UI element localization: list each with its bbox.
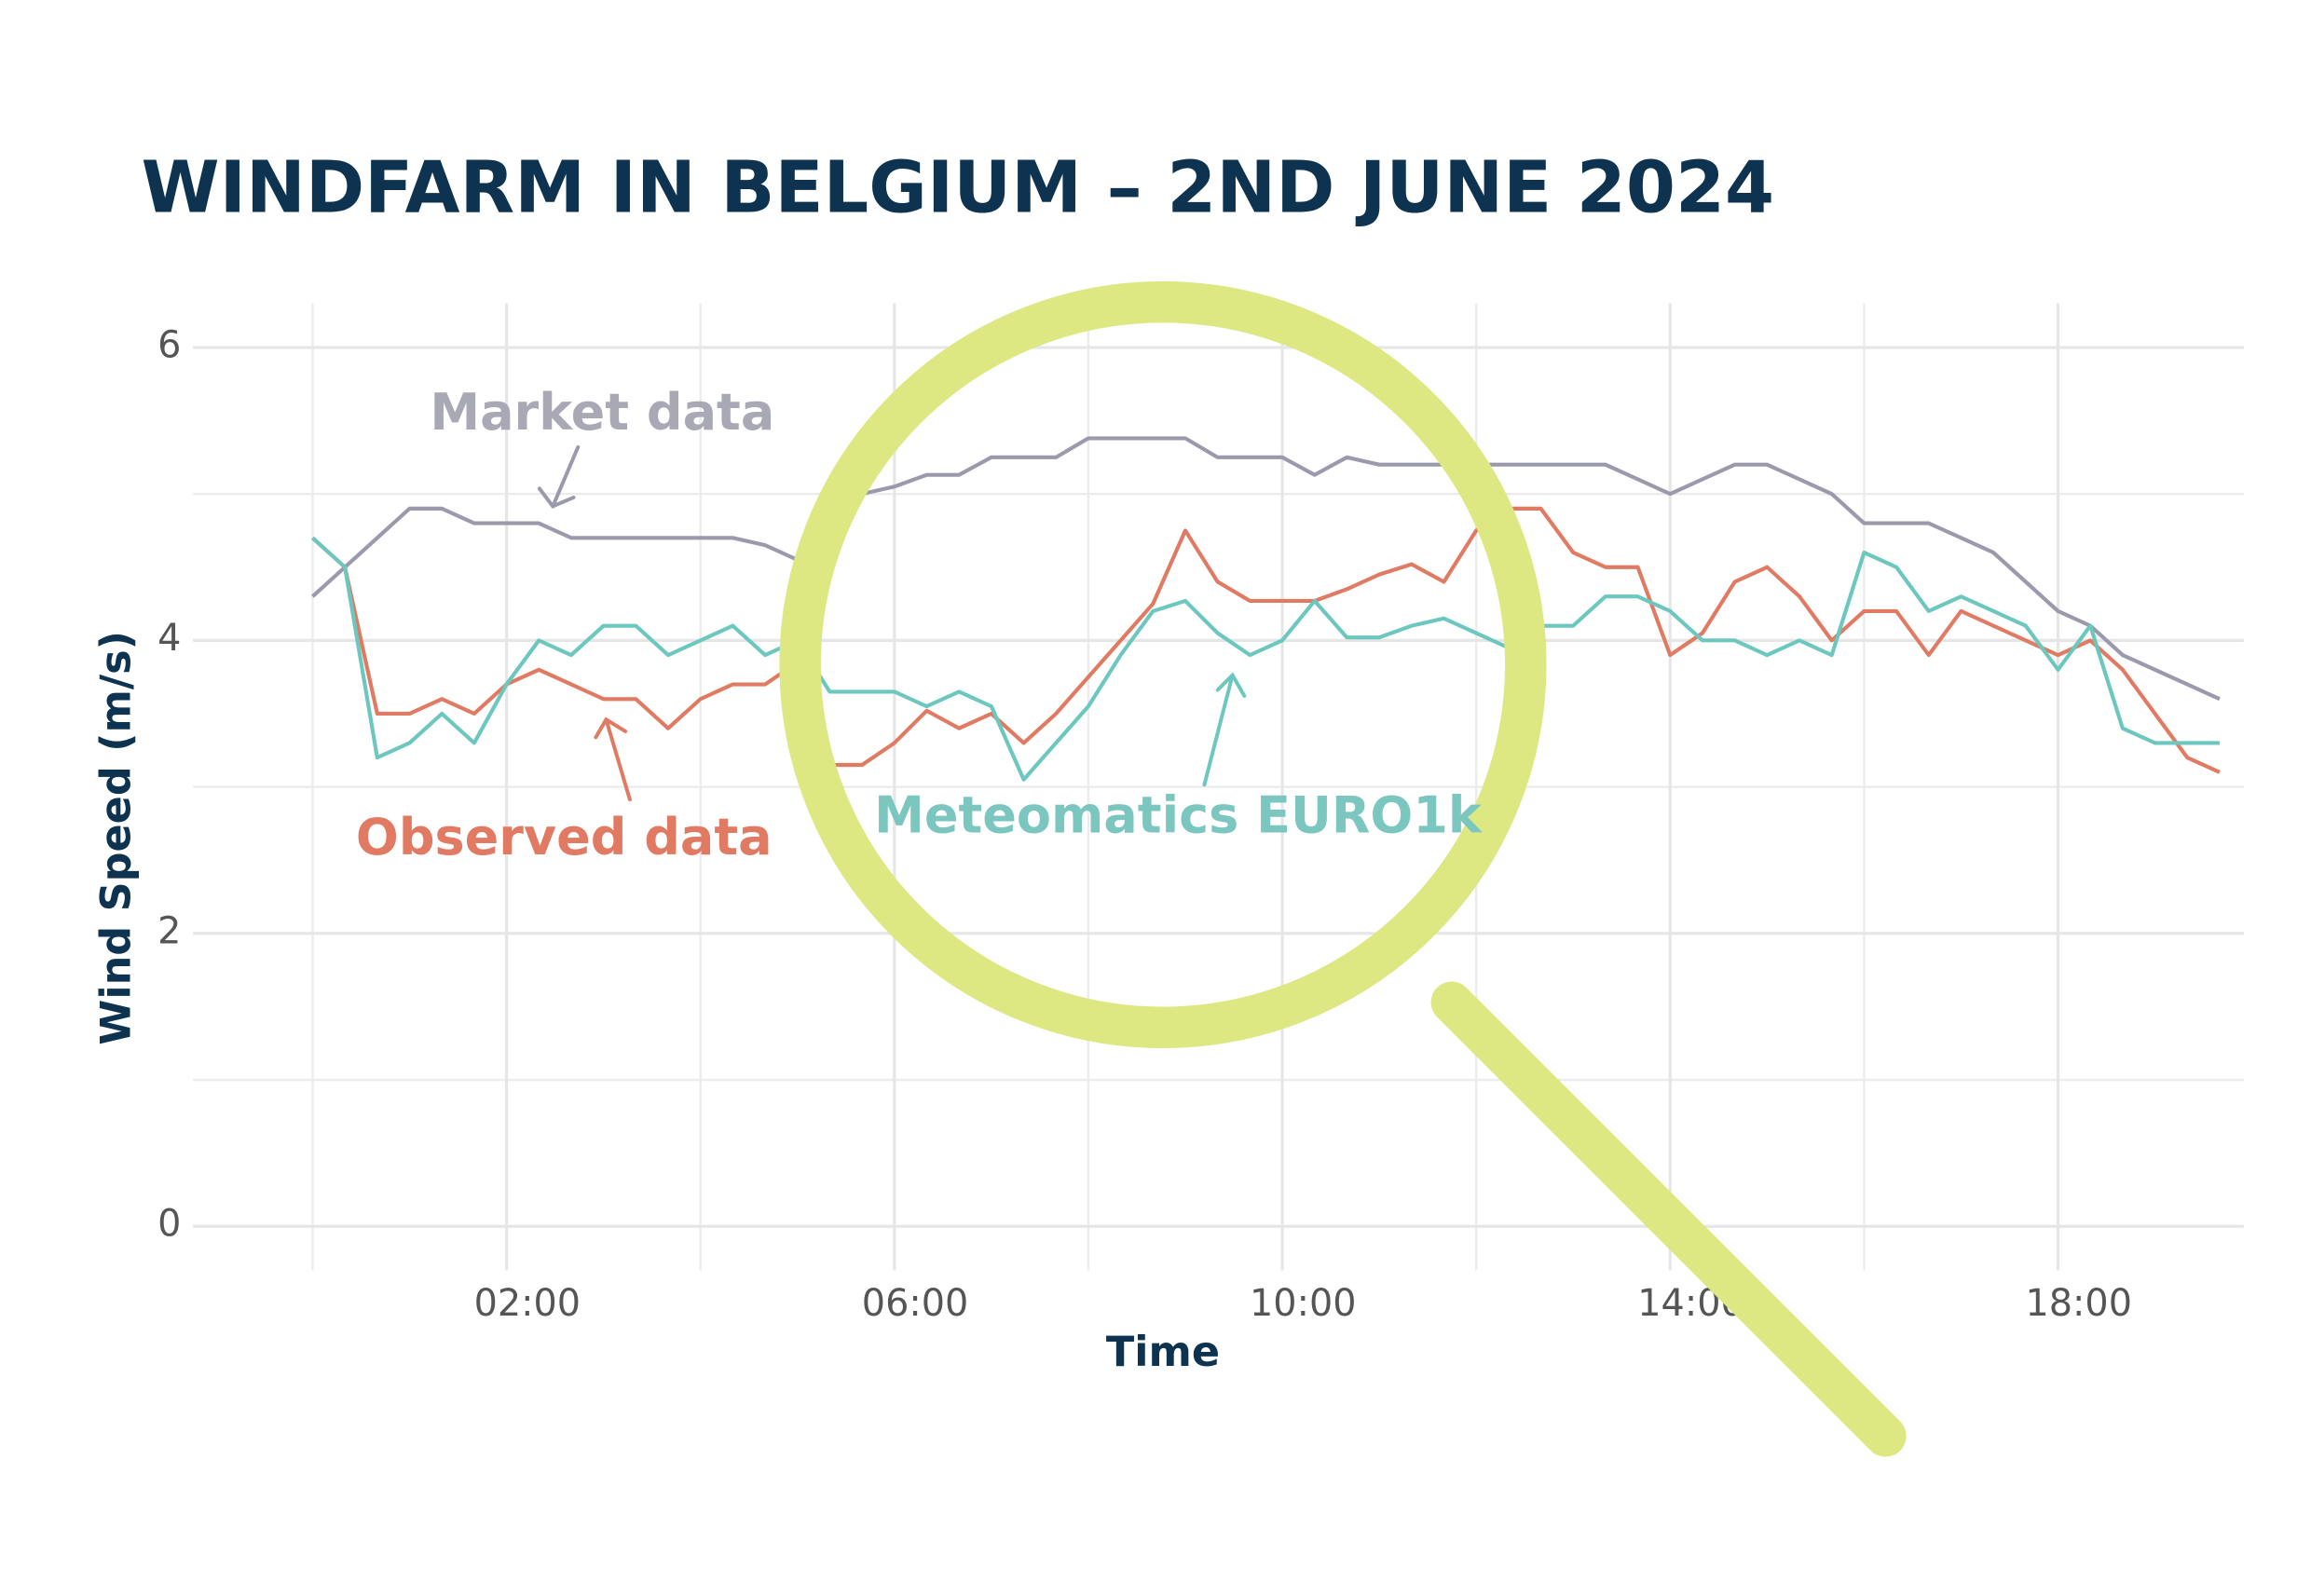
series-line [311,436,2221,702]
arrow [594,716,632,802]
series-label: Meteomatics EURO1k [874,785,1483,844]
series-label: Observed data [356,808,773,866]
series-line [311,506,2221,774]
x-axis-label: Time [1106,1329,1220,1376]
y-tick-label: 6 [157,323,181,366]
series-labels: Market data Observed data Meteomatics EURO… [356,383,1483,866]
y-tick-label: 2 [157,909,181,952]
arrow [537,444,581,509]
x-tick-label: 02:00 [474,1282,581,1325]
magnifier [779,280,1907,1457]
y-tick-label: 4 [157,617,181,660]
series-line [311,536,2220,782]
y-axis-label: Wind Speed (m/s) [93,631,141,1045]
x-tick-label: 18:00 [2026,1282,2132,1325]
magnifier-ring [779,280,1547,1049]
annotation-arrows [537,444,1247,802]
arrow [1202,672,1247,787]
x-tick-label: 06:00 [862,1282,968,1325]
series-label: Market data [430,383,774,442]
chart-title: WINDFARM IN BELGIUM – 2ND JUNE 2024 [141,146,1774,229]
y-tick-label: 0 [157,1203,181,1246]
plot-lines [311,436,2221,782]
x-tick-label: 10:00 [1250,1282,1356,1325]
magnifier-handle [1430,981,1907,1457]
